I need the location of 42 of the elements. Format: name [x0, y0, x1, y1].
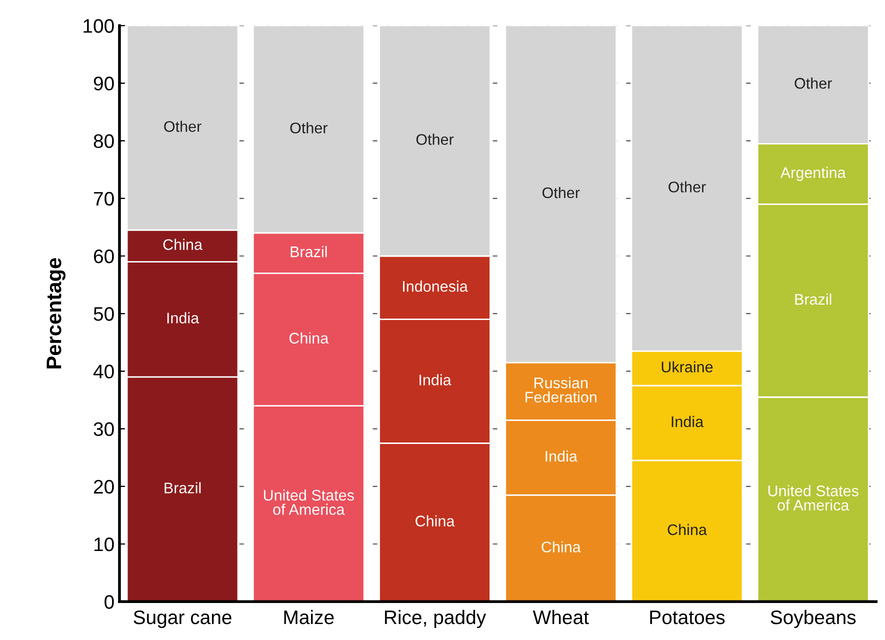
y-tick-label: 80: [94, 134, 114, 148]
data-label: China: [289, 332, 329, 344]
x-tick-label: Potatoes: [650, 610, 725, 624]
data-label: Argentina: [780, 166, 846, 182]
data-label: Brazil: [290, 246, 327, 258]
data-label: Russian Federation: [526, 377, 596, 403]
x-tick-label: Rice, paddy: [385, 610, 486, 628]
data-label: Brazil: [795, 294, 832, 305]
data-label: Ukraine: [662, 361, 713, 372]
y-tick-label: 30: [94, 422, 114, 436]
x-tick-label: Sugar cane: [134, 610, 232, 628]
data-label: India: [167, 312, 200, 324]
y-tick-label: 60: [94, 249, 114, 264]
data-label: China: [668, 524, 707, 536]
y-tick-label: 50: [94, 307, 114, 321]
y-tick-label: 40: [93, 364, 114, 378]
x-tick-label: Maize: [284, 610, 334, 624]
data-label: India: [672, 416, 704, 428]
data-label: United States of America: [768, 485, 858, 511]
data-label: China: [542, 541, 581, 552]
y-tick-label: 10: [94, 537, 114, 552]
data-label: United States of America: [264, 489, 354, 515]
data-label: Indonesia: [403, 280, 468, 292]
x-tick-label: Wheat: [532, 610, 589, 624]
y-tick-label: 90: [94, 76, 114, 90]
data-label: India: [546, 450, 578, 462]
x-tick-label: Soybeans: [770, 610, 856, 628]
y-axis-title: Percentage: [46, 258, 66, 368]
data-label: Other: [542, 186, 580, 198]
data-label: Other: [794, 78, 832, 89]
y-tick-label: 0: [104, 595, 114, 609]
data-label: China: [163, 238, 202, 250]
data-label: Other: [668, 181, 706, 192]
data-label: Other: [164, 120, 202, 132]
y-tick-label: 20: [94, 480, 114, 494]
y-tick-label: 100: [84, 19, 114, 33]
data-label: India: [420, 374, 452, 386]
data-label: Other: [290, 122, 328, 134]
data-label: Other: [416, 134, 454, 145]
y-tick-label: 70: [94, 192, 114, 206]
data-label: China: [416, 515, 455, 526]
data-label: Brazil: [164, 482, 201, 494]
